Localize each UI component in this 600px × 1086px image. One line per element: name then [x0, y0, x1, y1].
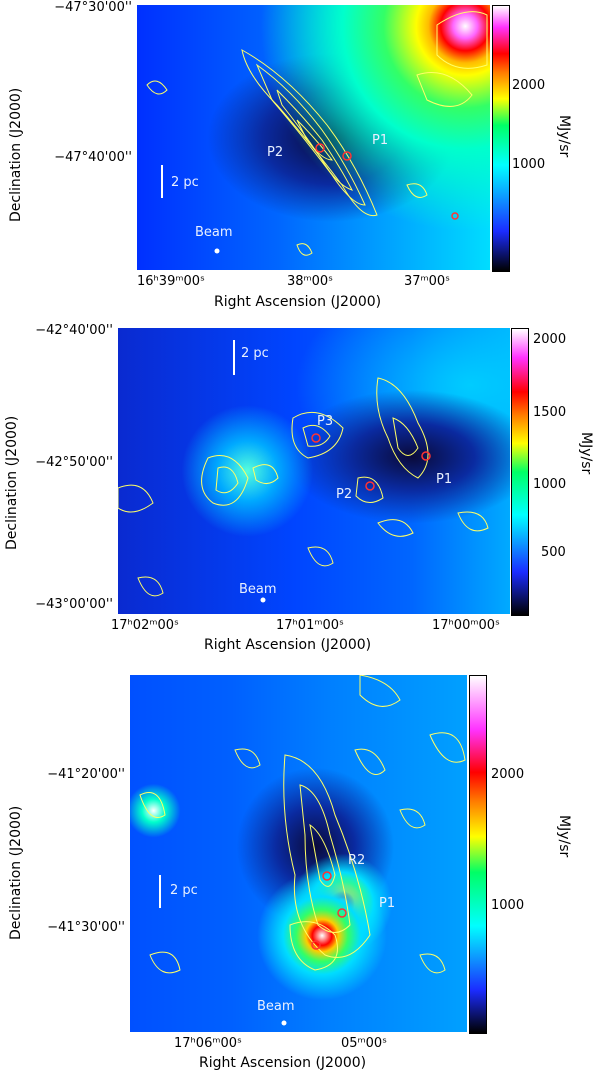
y-tick-label: −47°30'00''	[54, 0, 132, 15]
y-tick-label: −47°40'00''	[54, 150, 132, 165]
panel-2-contours	[118, 340, 489, 603]
colorbar-unit-label: MJy/sr	[556, 815, 572, 858]
source-label: P1	[436, 472, 453, 487]
colorbar-unit-label: MJy/sr	[578, 432, 594, 475]
panel-2-image: P3 P2 P1 2 pc Beam	[118, 328, 510, 614]
x-tick-label: 05ᵐ00ˢ	[341, 1036, 388, 1051]
x-tick-label: 17ʰ06ᵐ00ˢ	[174, 1036, 242, 1051]
beam-label: Beam	[257, 999, 295, 1014]
beam-label: Beam	[195, 225, 233, 240]
colorbar-unit-label: MJy/sr	[556, 115, 572, 158]
scale-bar-label: 2 pc	[241, 346, 269, 361]
x-tick-label: 16ʰ39ᵐ00ˢ	[137, 274, 205, 289]
panel-1-contours	[146, 11, 488, 256]
x-tick-label: 17ʰ02ᵐ00ˢ	[111, 618, 179, 633]
y-tick-label: −41°30'00''	[47, 920, 125, 935]
panel-1: P2 P1 2 pc Beam 2000 1000 MJy/sr −47°30'…	[0, 0, 600, 320]
colorbar-tick: 2000	[512, 78, 546, 93]
colorbar-tick: 1500	[533, 405, 567, 420]
source-label: P1	[372, 133, 389, 148]
panel-1-image: P2 P1 2 pc Beam	[137, 5, 490, 270]
y-tick-label: −41°20'00''	[47, 767, 125, 782]
panel-3: R2 P1 2 pc Beam 2000 1000 MJy/sr −41°20'…	[0, 665, 600, 1086]
beam-label: Beam	[239, 582, 277, 597]
scale-bar-label: 2 pc	[170, 883, 198, 898]
x-tick-label: 37ᵐ00ˢ	[404, 274, 451, 289]
x-tick-label: 17ʰ00ᵐ00ˢ	[432, 618, 500, 633]
x-axis-label: Right Ascension (J2000)	[199, 1055, 367, 1071]
panel-2: P3 P2 P1 2 pc Beam 2000 1500 1000 500 MJ…	[0, 320, 600, 665]
x-tick-label: 38ᵐ00ˢ	[287, 274, 334, 289]
y-tick-label: −42°40'00''	[35, 323, 113, 338]
y-tick-label: −43°00'00''	[35, 597, 113, 612]
source-label: P2	[336, 487, 353, 502]
y-axis-label: Declination (J2000)	[8, 805, 24, 940]
colorbar	[511, 328, 529, 616]
source-label: P3	[317, 414, 334, 429]
scale-bar-label: 2 pc	[171, 175, 199, 190]
panel-3-contours	[139, 675, 466, 1026]
source-label: P2	[267, 145, 284, 160]
source-label: R2	[348, 853, 366, 868]
colorbar-tick: 1000	[533, 477, 567, 492]
colorbar-tick: 1000	[491, 898, 525, 913]
colorbar	[492, 5, 510, 272]
colorbar	[469, 675, 487, 1034]
x-tick-label: 17ʰ01ᵐ00ˢ	[276, 618, 344, 633]
y-axis-label: Declination (J2000)	[8, 87, 24, 222]
colorbar-tick: 2000	[491, 767, 525, 782]
source-label: P1	[379, 896, 396, 911]
colorbar-tick: 2000	[533, 332, 567, 347]
colorbar-tick: 1000	[512, 157, 546, 172]
y-tick-label: −42°50'00''	[35, 455, 113, 470]
y-axis-label: Declination (J2000)	[4, 415, 20, 550]
x-axis-label: Right Ascension (J2000)	[214, 294, 382, 310]
colorbar-tick: 500	[541, 545, 566, 560]
x-axis-label: Right Ascension (J2000)	[204, 637, 372, 653]
panel-3-image: R2 P1 2 pc Beam	[130, 675, 467, 1032]
